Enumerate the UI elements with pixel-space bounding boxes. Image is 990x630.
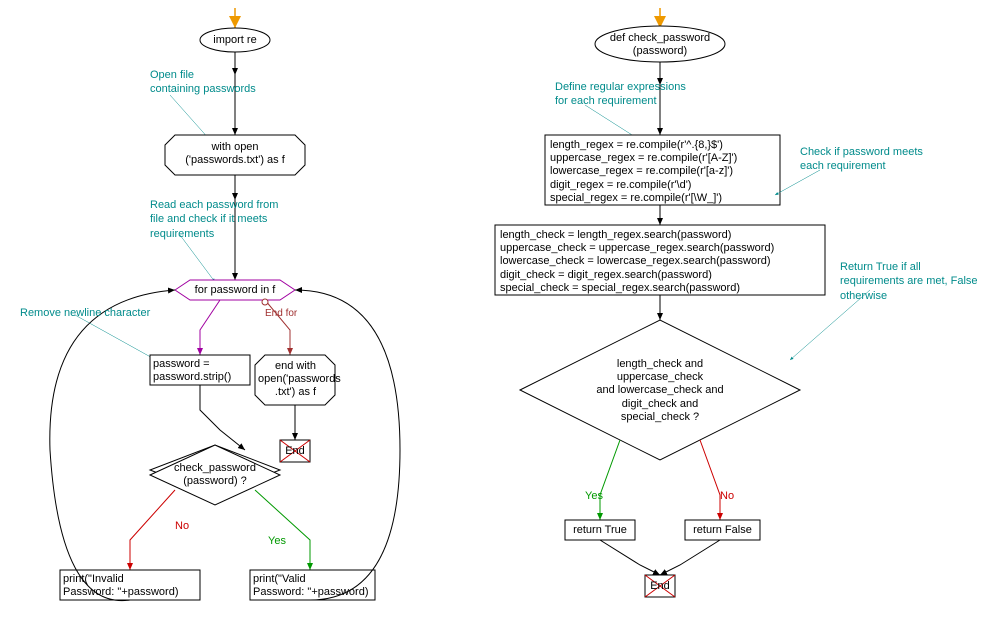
no-label-left: No — [175, 520, 189, 532]
print-invalid-label: print("Invalid Password: "+password) — [63, 573, 197, 599]
for-loop-label: for password in f — [190, 284, 280, 297]
import-re-label: import re — [210, 34, 260, 47]
regex-defs-label: length_regex = re.compile(r'^.{8,}$') up… — [550, 139, 775, 205]
end-label-left: End — [283, 445, 307, 458]
comment-read: Read each password from file and check i… — [150, 198, 278, 241]
comment-strip: Remove newline character — [20, 306, 150, 320]
comment-check-each: Check if password meets each requirement — [800, 145, 923, 174]
print-valid-label: print("Valid Password: "+password) — [253, 573, 372, 599]
return-true-label: return True — [568, 524, 632, 537]
comment-return: Return True if all requirements are met,… — [840, 260, 978, 303]
with-open-label: with open ('passwords.txt') as f — [175, 141, 295, 167]
end-label-right: End — [648, 580, 672, 593]
checks-label: length_check = length_regex.search(passw… — [500, 229, 820, 295]
yes-label-right: Yes — [585, 490, 603, 502]
check-decision-label: check_password (password) ? — [170, 462, 260, 488]
no-label-right: No — [720, 490, 734, 502]
endfor-label: End for — [265, 308, 297, 319]
comment-open: Open file containing passwords — [150, 68, 256, 97]
decision-label: length_check and uppercase_check and low… — [575, 358, 745, 424]
return-false-label: return False — [688, 524, 757, 537]
comment-define: Define regular expressions for each requ… — [555, 80, 686, 109]
def-label: def check_password (password) — [605, 32, 715, 58]
end-with-label: end with open('passwords .txt') as f — [258, 360, 333, 400]
yes-label-left: Yes — [268, 535, 286, 547]
strip-label: password = password.strip() — [153, 358, 247, 384]
